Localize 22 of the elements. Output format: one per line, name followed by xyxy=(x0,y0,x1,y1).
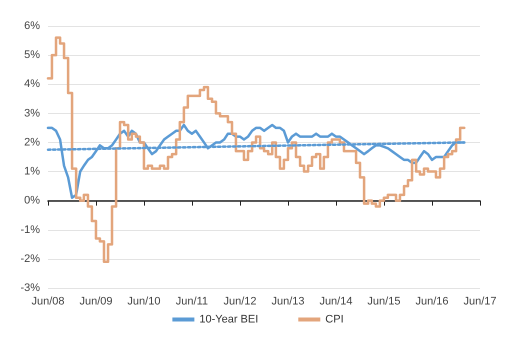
x-tick-label: Jun/13 xyxy=(271,296,304,308)
y-tick-label: -2% xyxy=(20,252,40,265)
y-tick-label: -3% xyxy=(20,282,40,294)
y-tick-label: -1% xyxy=(20,224,40,236)
y-tick-label: 3% xyxy=(24,107,40,120)
x-tick-label: Jun/16 xyxy=(416,296,449,308)
x-tick-label: Jun/11 xyxy=(176,296,208,308)
x-tick-label: Jun/09 xyxy=(79,296,112,308)
x-tick-label: Jun/08 xyxy=(31,296,65,308)
x-tick-label: Jun/10 xyxy=(127,296,160,308)
y-tick-label: 4% xyxy=(24,78,40,90)
y-tick-label: 2% xyxy=(24,136,40,148)
y-tick-label: 5% xyxy=(24,49,40,62)
y-tick-label: 1% xyxy=(24,166,40,178)
y-tick-label: 6% xyxy=(24,20,40,32)
x-tick-label: Jun/17 xyxy=(463,296,497,308)
legend-label: 10-Year BEI xyxy=(199,314,258,326)
x-tick-label: Jun/12 xyxy=(224,296,257,308)
x-tick-label: Jun/15 xyxy=(367,296,400,308)
x-tick-label: Jun/14 xyxy=(319,296,352,308)
y-tick-label: 0% xyxy=(24,194,40,207)
legend-label: CPI xyxy=(325,314,344,326)
